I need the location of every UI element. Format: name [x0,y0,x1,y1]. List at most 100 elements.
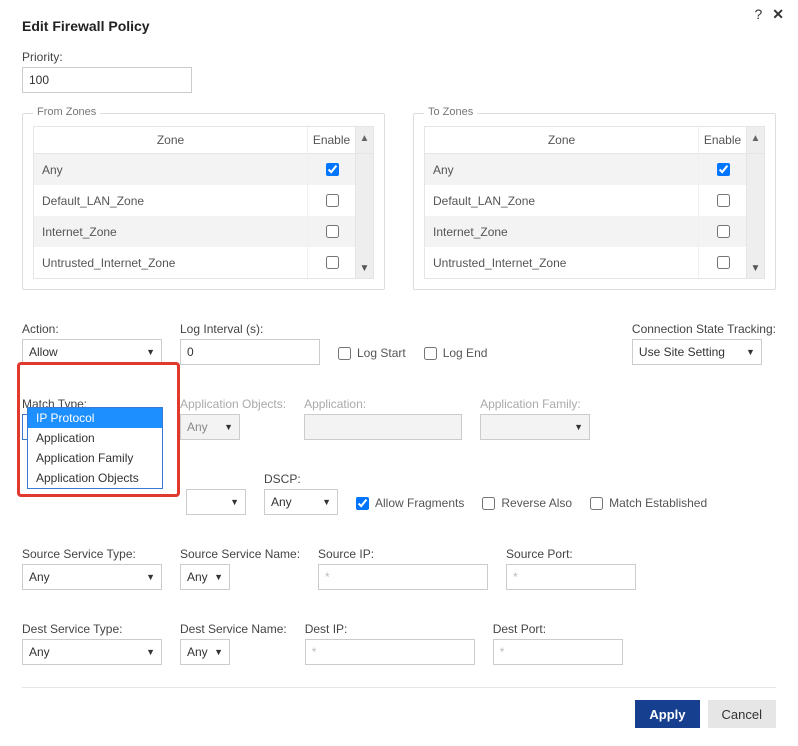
src-service-type-label: Source Service Type: [22,547,162,561]
chevron-down-icon: ▼ [230,491,239,513]
close-icon[interactable]: ✕ [772,6,784,23]
zone-enable-cell [307,154,355,185]
zone-enable-cell [307,185,355,216]
log-interval-label: Log Interval (s): [180,322,320,336]
zone-row: Any [34,154,355,185]
zone-enable-checkbox[interactable] [717,194,730,207]
log-interval-input[interactable] [180,339,320,365]
to-zones-table: Zone Enable ▲ AnyDefault_LAN_ZoneInterne… [424,126,765,279]
dst-ip-input[interactable] [305,639,475,665]
src-ip-input[interactable] [318,564,488,590]
from-zones-table: Zone Enable ▲ Any Default_LAN_Zone Interne… [33,126,374,279]
app-objects-select: Any ▼ [180,414,240,440]
zone-row: Internet_Zone [425,216,746,247]
app-family-label: Application Family: [480,397,590,411]
match-type-option[interactable]: IP Protocol [28,408,162,428]
log-start-checkbox[interactable]: Log Start [338,346,406,360]
zone-enable-cell [698,216,746,247]
priority-input[interactable] [22,67,192,93]
application-select [304,414,462,440]
zone-name: Any [34,157,307,183]
zone-name: Default_LAN_Zone [34,188,307,214]
app-objects-label: Application Objects: [180,397,286,411]
zone-enable-cell [698,154,746,185]
zone-enable-cell [307,247,355,278]
action-value: Allow [29,341,58,363]
scroll-down-icon[interactable]: ▼ [751,259,761,278]
zone-name: Any [425,157,698,183]
zone-enable-cell [698,247,746,278]
zone-name: Internet_Zone [34,219,307,245]
app-objects-value: Any [187,416,208,438]
zone-row: Untrusted_Internet_Zone [425,247,746,278]
zone-enable-checkbox[interactable] [326,194,339,207]
zone-row: Any [425,154,746,185]
chevron-down-icon: ▼ [574,416,583,438]
dst-service-type-select[interactable]: Any ▼ [22,639,162,665]
chevron-down-icon: ▼ [146,341,155,363]
to-zones-fieldset: To Zones Zone Enable ▲ AnyDefault_LAN_Zo… [413,113,776,290]
scroll-up-icon[interactable]: ▲ [746,127,764,153]
zone-enable-checkbox[interactable] [717,225,730,238]
cst-select[interactable]: Use Site Setting ▼ [632,339,762,365]
to-zones-header-zone: Zone [425,127,698,153]
chevron-down-icon: ▼ [746,341,755,363]
src-port-input[interactable] [506,564,636,590]
app-family-select: ▼ [480,414,590,440]
cancel-button[interactable]: Cancel [708,700,776,728]
to-zones-scrollbar[interactable]: ▼ [746,154,764,278]
dst-service-name-select[interactable]: Any ▼ [180,639,230,665]
zone-enable-checkbox[interactable] [326,225,339,238]
zone-row: Untrusted_Internet_Zone [34,247,355,278]
to-zones-header-enable: Enable [698,127,746,153]
dst-service-type-label: Dest Service Type: [22,622,162,636]
allow-fragments-checkbox[interactable]: Allow Fragments [356,496,464,510]
scroll-up-icon[interactable]: ▲ [355,127,373,153]
src-port-label: Source Port: [506,547,636,561]
src-service-name-label: Source Service Name: [180,547,300,561]
application-label: Application: [304,397,462,411]
src-ip-label: Source IP: [318,547,488,561]
dscp-label: DSCP: [264,472,338,486]
zone-enable-cell [307,216,355,247]
cst-label: Connection State Tracking: [632,322,776,336]
src-service-name-select[interactable]: Any ▼ [180,564,230,590]
action-select[interactable]: Allow ▼ [22,339,162,365]
zone-enable-checkbox[interactable] [717,163,730,176]
zone-enable-cell [698,185,746,216]
match-type-dropdown[interactable]: IP ProtocolApplicationApplication Family… [27,407,163,489]
chevron-down-icon: ▼ [322,491,331,513]
from-zones-scrollbar[interactable]: ▼ [355,154,373,278]
dscp-select[interactable]: Any ▼ [264,489,338,515]
ip-protocol-select[interactable]: ▼ [186,489,246,515]
from-zones-header-enable: Enable [307,127,355,153]
to-zones-legend: To Zones [424,106,477,118]
zone-enable-checkbox[interactable] [326,256,339,269]
src-service-type-select[interactable]: Any ▼ [22,564,162,590]
chevron-down-icon: ▼ [214,566,223,588]
match-type-option[interactable]: Application [28,428,162,448]
zone-enable-checkbox[interactable] [326,163,339,176]
zone-name: Untrusted_Internet_Zone [425,250,698,276]
zone-enable-checkbox[interactable] [717,256,730,269]
priority-label: Priority: [22,50,776,64]
from-zones-header-zone: Zone [34,127,307,153]
zone-row: Default_LAN_Zone [34,185,355,216]
chevron-down-icon: ▼ [224,416,233,438]
log-end-checkbox[interactable]: Log End [424,346,488,360]
scroll-down-icon[interactable]: ▼ [360,259,370,278]
edit-firewall-policy-dialog: ? ✕ Edit Firewall Policy Priority: From … [0,0,798,746]
match-established-checkbox[interactable]: Match Established [590,496,707,510]
dscp-value: Any [271,491,292,513]
apply-button[interactable]: Apply [635,700,699,728]
dst-port-input[interactable] [493,639,623,665]
from-zones-fieldset: From Zones Zone Enable ▲ AnyDefault_LAN_… [22,113,385,290]
reverse-also-checkbox[interactable]: Reverse Also [482,496,572,510]
match-type-option[interactable]: Application Family [28,448,162,468]
action-label: Action: [22,322,162,336]
dst-service-name-label: Dest Service Name: [180,622,287,636]
chevron-down-icon: ▼ [146,566,155,588]
help-icon[interactable]: ? [754,6,762,23]
match-type-option[interactable]: Application Objects [28,468,162,488]
chevron-down-icon: ▼ [146,641,155,663]
